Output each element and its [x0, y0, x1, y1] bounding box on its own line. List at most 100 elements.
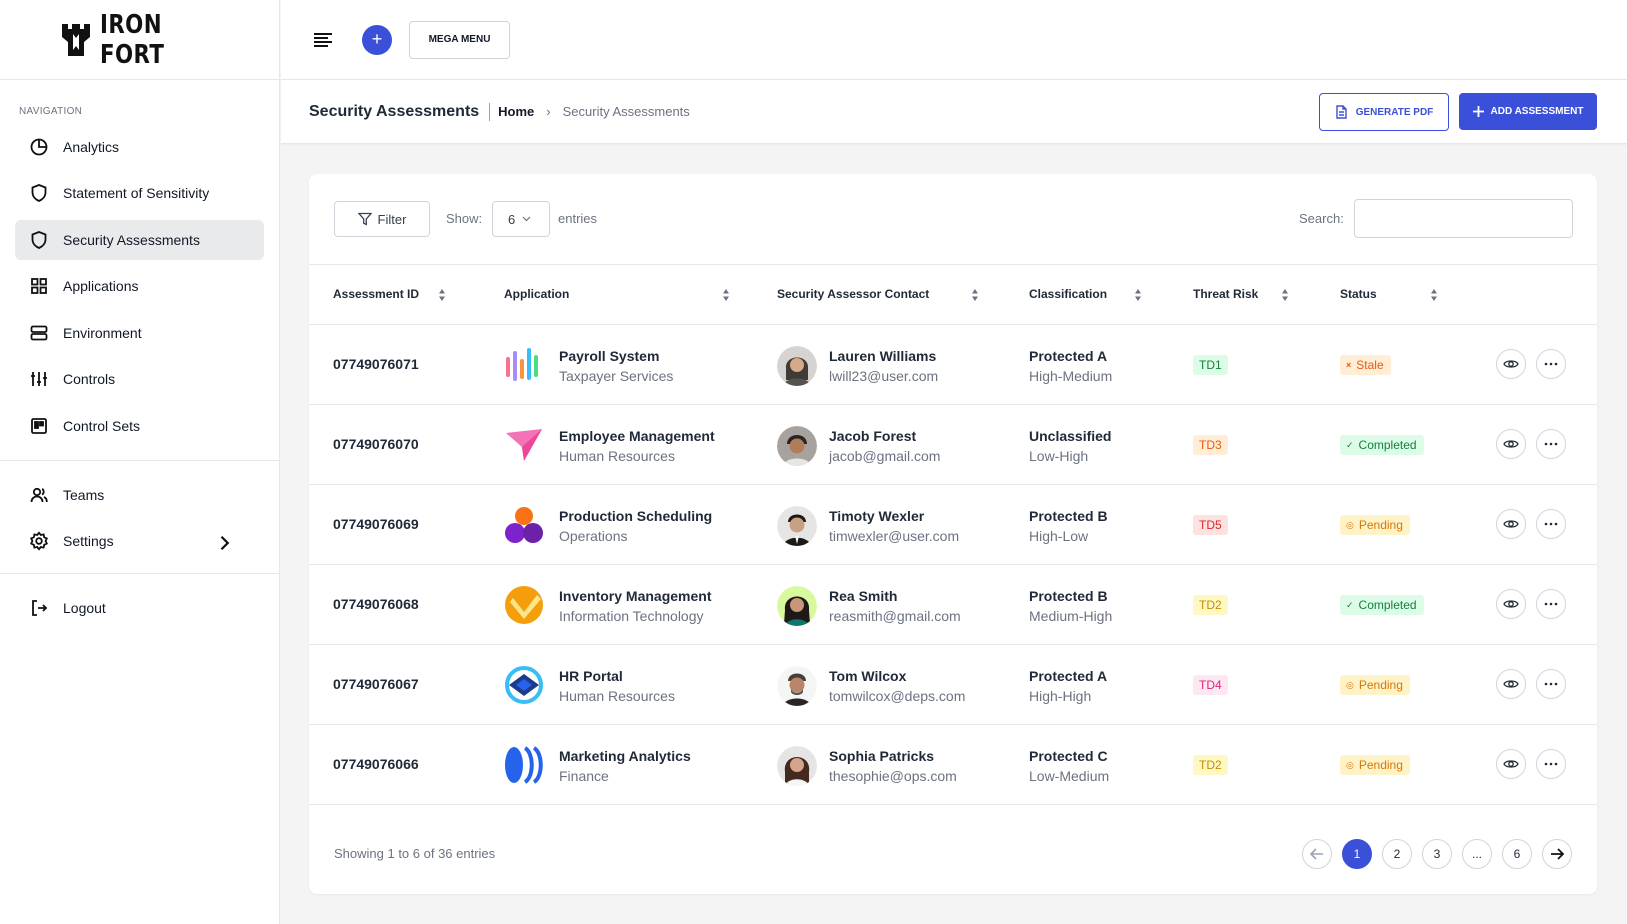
view-button[interactable] — [1496, 509, 1526, 539]
classification-name: Unclassified — [1029, 428, 1112, 444]
sort-icon[interactable] — [971, 288, 979, 302]
production-scheduling-logo-icon — [505, 507, 543, 543]
application-name[interactable]: Payroll System — [559, 348, 660, 364]
classification-level: High-Medium — [1029, 368, 1113, 384]
generate-pdf-label: GENERATE PDF — [1355, 106, 1434, 118]
contact-cell: Rea Smith reasmith@gmail.com — [829, 586, 961, 626]
contact-email[interactable]: reasmith@gmail.com — [829, 608, 961, 624]
application-name[interactable]: HR Portal — [559, 668, 623, 684]
status-badge: ✓ Completed — [1340, 435, 1424, 455]
table-row[interactable]: 07749076069 Production Scheduling Operat… — [309, 485, 1597, 565]
sidebar: IRON FORT NAVIGATION Analytics Statement… — [0, 0, 280, 924]
nav-heading: NAVIGATION — [19, 106, 83, 117]
classification-level: Low-High — [1029, 448, 1089, 464]
more-actions-button[interactable] — [1536, 669, 1566, 699]
table-row[interactable]: 07749076067 HR Portal Human Resources To… — [309, 645, 1597, 725]
entries-select[interactable]: 6 — [492, 201, 550, 237]
quick-add-button[interactable]: + — [362, 24, 392, 55]
application-name[interactable]: Production Scheduling — [559, 508, 713, 524]
sidebar-item-security-assessments[interactable]: Security Assessments — [15, 219, 264, 260]
sidebar-item-statement-of-sensitivity[interactable]: Statement of Sensitivity — [15, 173, 264, 213]
table-row[interactable]: 07749076068 Inventory Management Informa… — [309, 565, 1597, 645]
more-actions-button[interactable] — [1536, 749, 1566, 779]
sidebar-item-label: Settings — [63, 533, 114, 549]
contact-cell: Timoty Wexler timwexler@user.com — [829, 506, 959, 546]
view-button[interactable] — [1496, 669, 1526, 699]
view-button[interactable] — [1496, 749, 1526, 779]
mega-menu-button[interactable]: MEGA MENU — [409, 20, 510, 59]
payroll-system-logo-icon — [506, 348, 538, 381]
pagination-summary: Showing 1 to 6 of 36 entries — [334, 846, 496, 861]
more-actions-button[interactable] — [1536, 349, 1566, 379]
sidebar-item-applications[interactable]: Applications — [15, 266, 264, 306]
pagination-ellipsis[interactable]: ... — [1462, 839, 1492, 869]
pagination-prev-button[interactable] — [1302, 839, 1332, 869]
more-actions-button[interactable] — [1536, 429, 1566, 459]
show-label: Show: — [446, 211, 483, 226]
application-name[interactable]: Marketing Analytics — [559, 748, 691, 764]
table-row[interactable]: 07749076070 Employee Management Human Re… — [309, 405, 1597, 485]
column-header-status[interactable]: Status — [1340, 287, 1377, 301]
pagination-page-1[interactable]: 1 — [1342, 839, 1372, 869]
search-input[interactable] — [1354, 199, 1573, 238]
sort-icon[interactable] — [1134, 288, 1142, 302]
contact-email[interactable]: thesophie@ops.com — [829, 768, 957, 784]
threat-risk-badge: TD4 — [1193, 675, 1228, 695]
chevron-down-icon — [522, 216, 531, 222]
sidebar-item-label: Environment — [63, 324, 142, 341]
column-header-assessment-id[interactable]: Assessment ID — [333, 287, 420, 301]
sort-icon[interactable] — [1281, 288, 1289, 302]
pagination-page-2[interactable]: 2 — [1382, 839, 1412, 869]
avatar — [777, 346, 817, 386]
status-label: Pending — [1358, 678, 1403, 692]
more-actions-button[interactable] — [1536, 509, 1566, 539]
sidebar-item-teams[interactable]: Teams — [15, 475, 264, 515]
pagination-page-6[interactable]: 6 — [1502, 839, 1532, 869]
filter-button[interactable]: Filter — [334, 201, 430, 237]
classification-cell: Unclassified Low-High — [1029, 426, 1111, 466]
application-name[interactable]: Inventory Management — [559, 588, 712, 604]
grid-icon — [31, 278, 47, 294]
generate-pdf-button[interactable]: GENERATE PDF — [1319, 93, 1449, 131]
sort-icon[interactable] — [722, 288, 730, 302]
contact-email[interactable]: tomwilcox@deps.com — [829, 688, 966, 704]
column-header-security-assessor-contact[interactable]: Security Assessor Contact — [777, 287, 930, 301]
sort-icon[interactable] — [438, 288, 446, 302]
sidebar-item-control-sets[interactable]: Control Sets — [15, 406, 264, 446]
contact-email[interactable]: timwexler@user.com — [829, 528, 960, 544]
contact-email[interactable]: lwill23@user.com — [829, 368, 939, 384]
table-row[interactable]: 07749076071 Payroll System Taxpayer Serv… — [309, 325, 1597, 405]
sort-icon[interactable] — [1430, 288, 1438, 302]
sidebar-item-controls[interactable]: Controls — [15, 359, 264, 399]
pagination-page-3[interactable]: 3 — [1422, 839, 1452, 869]
view-button[interactable] — [1496, 589, 1526, 619]
view-button[interactable] — [1496, 429, 1526, 459]
column-header-application[interactable]: Application — [504, 287, 570, 301]
nav-divider — [0, 459, 279, 461]
sidebar-item-analytics[interactable]: Analytics — [15, 127, 264, 167]
table-row[interactable]: 07749076066 Marketing Analytics Finance … — [309, 725, 1597, 805]
column-header-threat-risk[interactable]: Threat Risk — [1193, 287, 1259, 301]
sidebar-item-environment[interactable]: Environment — [15, 313, 264, 353]
contact-email[interactable]: jacob@gmail.com — [829, 448, 941, 464]
application-name[interactable]: Employee Management — [559, 428, 715, 444]
hamburger-menu-icon[interactable] — [311, 28, 335, 52]
column-header-classification[interactable]: Classification — [1029, 287, 1108, 301]
view-button[interactable] — [1496, 349, 1526, 379]
brand-logo[interactable]: IRON FORT — [0, 0, 279, 80]
pagination-next-button[interactable] — [1542, 839, 1572, 869]
logout-label: Logout — [63, 600, 106, 616]
logout-button[interactable]: Logout — [15, 588, 264, 628]
sidebar-item-settings[interactable]: Settings — [15, 521, 264, 561]
classification-cell: Protected C Low-Medium — [1029, 746, 1109, 786]
hr-portal-logo-icon — [505, 666, 543, 704]
contact-name: Lauren Williams — [829, 348, 937, 364]
more-actions-button[interactable] — [1536, 589, 1566, 619]
add-assessment-button[interactable]: ADD ASSESSMENT — [1459, 93, 1597, 130]
status-label: Pending — [1358, 518, 1403, 532]
contact-name: Jacob Forest — [829, 428, 917, 444]
classification-cell: Protected B High-Low — [1029, 506, 1108, 546]
application-department: Finance — [559, 768, 609, 784]
breadcrumb-home[interactable]: Home — [498, 104, 535, 119]
assessment-id: 07749076066 — [333, 756, 419, 772]
